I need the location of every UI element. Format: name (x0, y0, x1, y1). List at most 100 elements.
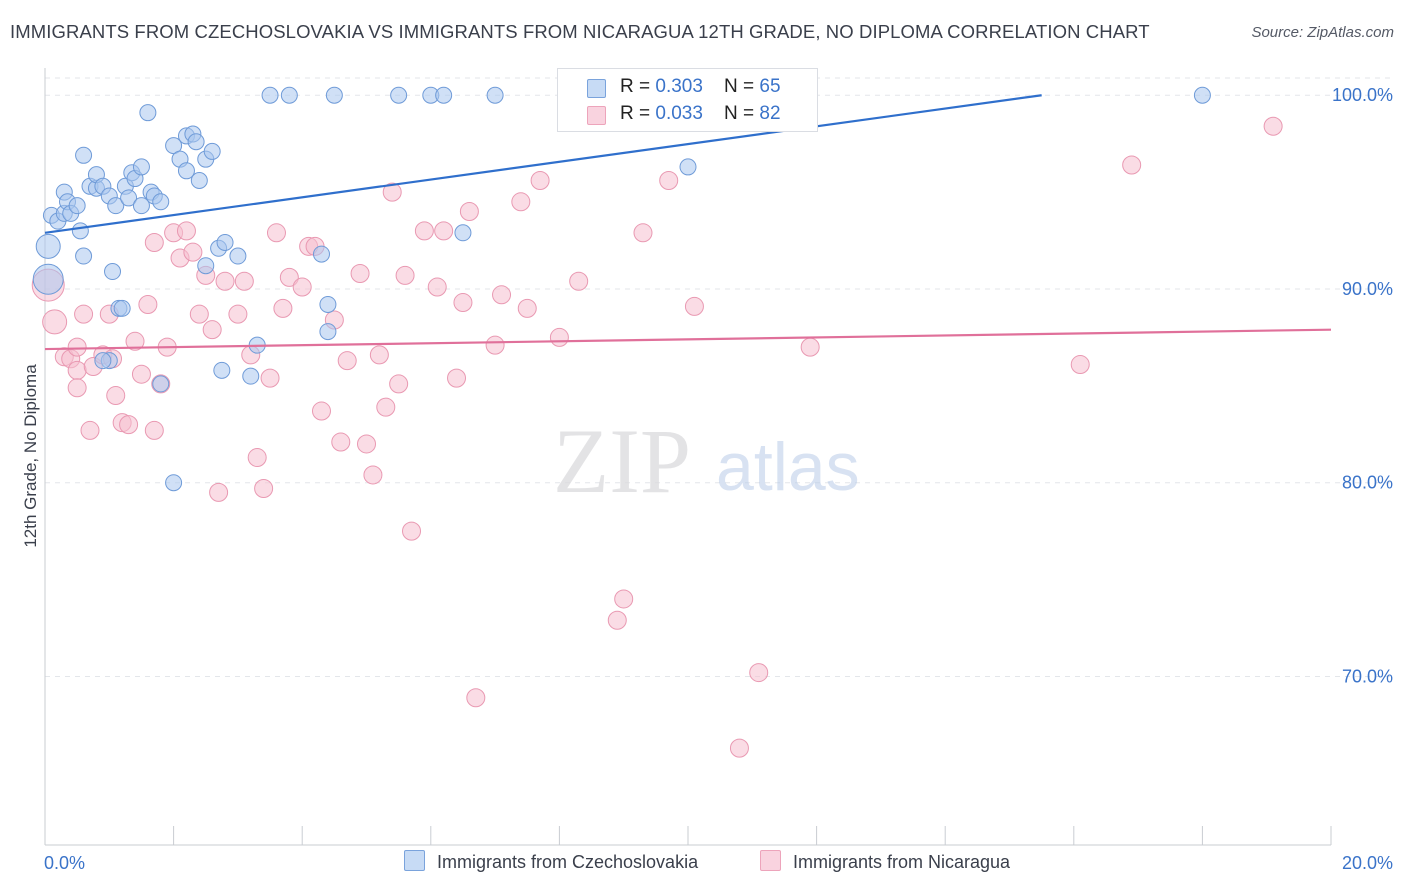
nicaragua-point (202, 320, 222, 340)
czechoslovakia-point (177, 162, 195, 180)
czechoslovakia-point (261, 86, 279, 104)
nicaragua-point (749, 663, 769, 683)
x-tick-label: 0.0% (44, 853, 85, 873)
czechoslovakia-point (197, 257, 215, 275)
czechoslovakia-point (104, 263, 122, 281)
nicaragua-point (292, 277, 312, 297)
czechoslovakia-point (679, 158, 697, 176)
nicaragua-point (357, 434, 376, 454)
nicaragua-point (74, 304, 94, 324)
czechoslovakia-point (94, 352, 112, 370)
legend-n-value: 82 (759, 103, 781, 124)
nicaragua-point (447, 368, 467, 388)
nicaragua-point (119, 415, 139, 435)
nicaragua-point (311, 401, 331, 421)
nicaragua-point (1263, 116, 1283, 136)
nicaragua-point (80, 420, 100, 440)
chart-title: IMMIGRANTS FROM CZECHOSLOVAKIA VS IMMIGR… (10, 21, 1150, 42)
legend-text: R = 0.303 N = 65 (620, 76, 781, 98)
nicaragua-point (260, 368, 280, 388)
czechoslovakia-point (71, 222, 89, 240)
nicaragua-point (279, 267, 299, 287)
czechoslovakia-point (107, 197, 125, 215)
nicaragua-point (131, 364, 151, 384)
czechoslovakia-point (132, 158, 150, 176)
legend-r-label: R = (620, 103, 656, 124)
nicaragua-point (485, 335, 505, 355)
legend-swatch-pink (760, 850, 781, 871)
legend-row-nicaragua: R = 0.033 N = 82 (558, 100, 817, 128)
czechoslovakia-point (229, 247, 247, 265)
legend-text: R = 0.033 N = 82 (620, 103, 781, 125)
nicaragua-point (569, 271, 589, 291)
nicaragua-point (389, 374, 409, 394)
czechoslovakia-point (165, 474, 183, 492)
nicaragua-point (395, 265, 415, 285)
y-tick-label: 80.0% (1342, 473, 1393, 493)
watermark-atlas: atlas (716, 429, 860, 505)
czechoslovakia-point (325, 86, 343, 104)
nicaragua-point (254, 479, 274, 499)
legend-r-label: R = (620, 76, 656, 97)
czechoslovakia-point (486, 86, 504, 104)
legend-item-nicaragua: Immigrants from Nicaragua (760, 850, 1010, 876)
nicaragua-point (729, 738, 749, 758)
nicaragua-point (67, 337, 87, 357)
nicaragua-point (176, 221, 196, 241)
nicaragua-point (363, 465, 383, 485)
czechoslovakia-point (280, 86, 298, 104)
nicaragua-point (684, 296, 704, 316)
nicaragua-point (215, 271, 235, 291)
nicaragua-point (144, 232, 164, 252)
nicaragua-point (376, 397, 396, 417)
legend-swatch-blue (587, 79, 606, 98)
source-label: Source: ZipAtlas.com (1251, 24, 1394, 41)
y-tick-label: 70.0% (1342, 666, 1393, 686)
nicaragua-trend-line (44, 328, 1332, 351)
nicaragua-point (414, 221, 434, 241)
czechoslovakia-point (203, 142, 221, 160)
nicaragua-point (125, 331, 145, 351)
legend-swatch-pink (587, 106, 606, 125)
nicaragua-point (459, 201, 479, 221)
czechoslovakia-point (113, 299, 131, 317)
nicaragua-point (106, 386, 126, 406)
y-tick-label: 100.0% (1332, 85, 1393, 105)
nicaragua-point (659, 170, 679, 190)
nicaragua-point (434, 221, 454, 241)
legend-label: Immigrants from Nicaragua (793, 852, 1011, 872)
nicaragua-point (1122, 155, 1142, 175)
nicaragua-point (247, 448, 267, 468)
czechoslovakia-point (132, 197, 150, 215)
nicaragua-point (337, 351, 357, 371)
trend-lines (44, 94, 1332, 351)
legend-item-czechoslovakia: Immigrants from Czechoslovakia (404, 850, 698, 876)
czechoslovakia-point (390, 86, 408, 104)
czechoslovakia-point (32, 263, 64, 295)
nicaragua-point (1070, 355, 1090, 375)
czechoslovakia-point (242, 367, 260, 385)
czechoslovakia-point (152, 375, 170, 393)
czechoslovakia-point (68, 197, 86, 215)
nicaragua-point (67, 360, 87, 380)
nicaragua-point (266, 223, 286, 243)
nicaragua-point (234, 271, 254, 291)
y-tick-label: 90.0% (1342, 279, 1393, 299)
czechoslovakia-point (152, 193, 170, 211)
nicaragua-point (144, 420, 164, 440)
nicaragua-point (67, 378, 87, 398)
czechoslovakia-point (139, 104, 157, 122)
legend-n-value: 65 (759, 76, 781, 97)
czechoslovakia-point (75, 247, 93, 265)
nicaragua-point (633, 223, 653, 243)
czechoslovakia-point (187, 133, 205, 151)
series-czechoslovakia-points (32, 86, 1211, 492)
legend-row-czechoslovakia: R = 0.303 N = 65 (558, 73, 817, 101)
nicaragua-point (453, 293, 473, 313)
legend-swatch-blue (404, 850, 425, 871)
nicaragua-point (138, 294, 158, 314)
legend-label: Immigrants from Czechoslovakia (437, 852, 699, 872)
czechoslovakia-point (190, 171, 208, 189)
nicaragua-point (607, 610, 627, 630)
